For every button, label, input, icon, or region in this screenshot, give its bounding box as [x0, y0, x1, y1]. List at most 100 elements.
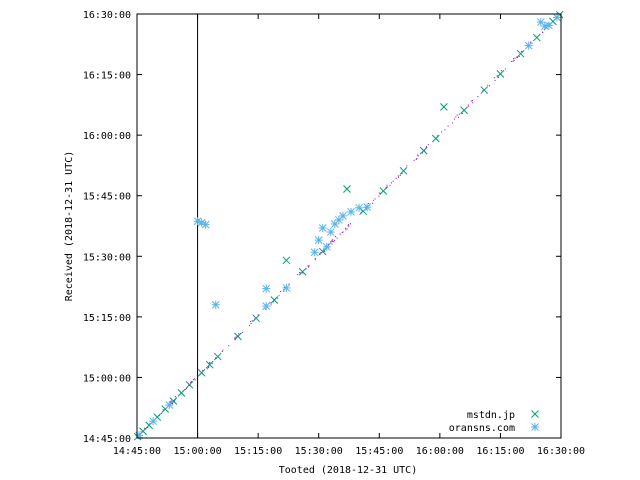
- oransns-point: [363, 203, 372, 212]
- legend-x-symbol: [531, 410, 539, 418]
- other-point: [334, 239, 336, 241]
- mstdn-point: [205, 360, 214, 369]
- other-point: [461, 112, 463, 114]
- other-point: [331, 239, 333, 241]
- other-point: [497, 77, 499, 79]
- legend-star-symbol: [531, 423, 539, 431]
- other-point: [209, 361, 211, 363]
- mstdn-point: [460, 106, 468, 115]
- other-point: [427, 144, 429, 146]
- other-point: [347, 225, 349, 227]
- x-tick-label: 15:15:00: [234, 446, 282, 457]
- other-point: [307, 265, 309, 267]
- x-tick-label: 15:30:00: [295, 446, 343, 457]
- other-point: [169, 401, 171, 403]
- mstdn-point: [399, 166, 408, 175]
- x-tick-label: 16:15:00: [476, 446, 524, 457]
- other-point: [280, 291, 282, 293]
- other-point: [250, 321, 252, 323]
- other-point: [330, 242, 332, 244]
- mstdn-point: [270, 296, 279, 304]
- other-point: [415, 158, 417, 160]
- oransns-point: [262, 302, 271, 311]
- other-point: [238, 333, 240, 335]
- other-point: [436, 135, 438, 137]
- other-point: [368, 202, 370, 204]
- other-point: [472, 100, 474, 102]
- y-tick-label: 16:30:00: [83, 10, 131, 21]
- other-point: [221, 351, 223, 353]
- other-point: [397, 175, 399, 177]
- other-point: [417, 155, 419, 157]
- y-axis: 14:45:00 15:00:00 15:15:00 15:30:00 15:45:00…: [83, 10, 561, 445]
- oransns-point: [524, 41, 533, 50]
- other-point: [283, 289, 285, 291]
- other-point: [297, 274, 299, 276]
- other-point: [273, 301, 275, 303]
- y-tick-label: 15:15:00: [83, 313, 131, 324]
- other-point: [288, 283, 290, 285]
- other-point: [406, 165, 408, 167]
- oransns-point: [314, 236, 323, 245]
- other-point: [392, 180, 394, 182]
- other-point: [318, 253, 320, 255]
- oransns-point: [552, 13, 561, 22]
- other-point: [190, 381, 192, 383]
- other-point: [514, 57, 516, 59]
- plot-frame: [136, 13, 562, 439]
- mstdn-point: [177, 389, 186, 397]
- other-point: [470, 100, 472, 102]
- other-point: [413, 159, 415, 161]
- other-point: [482, 90, 484, 92]
- mstdn-point: [379, 187, 388, 195]
- mstdn-point: [282, 256, 291, 265]
- other-point: [214, 357, 216, 359]
- other-point: [416, 158, 418, 160]
- legend-label-mstdn: mstdn.jp: [467, 410, 515, 421]
- other-point: [416, 154, 418, 156]
- other-point: [140, 431, 142, 433]
- oransns-point: [282, 283, 291, 292]
- oransns-point: [262, 284, 271, 293]
- oransns-point: [310, 248, 319, 257]
- other-point: [425, 146, 427, 148]
- other-point: [202, 369, 204, 371]
- mstdn-point: [343, 185, 351, 193]
- mstdn-point: [431, 134, 440, 143]
- x-tick-label: 14:45:00: [113, 446, 161, 457]
- other-point: [192, 379, 194, 381]
- other-point: [269, 302, 271, 304]
- other-point: [334, 236, 336, 238]
- oransns-point: [338, 211, 347, 220]
- other-point: [489, 85, 491, 87]
- oransns-series: [135, 13, 561, 440]
- other-point: [366, 208, 368, 210]
- other-point: [372, 202, 374, 204]
- other-point: [242, 331, 244, 333]
- oransns-point: [355, 203, 364, 212]
- other-point: [425, 146, 427, 148]
- other-point: [345, 229, 347, 231]
- other-point: [332, 240, 334, 242]
- x-tick-label: 16:00:00: [416, 446, 464, 457]
- other-point: [283, 290, 285, 292]
- x-tick-label: 15:45:00: [355, 446, 403, 457]
- other-point: [516, 56, 518, 58]
- other-point: [339, 233, 341, 235]
- oransns-point: [347, 207, 356, 216]
- other-point: [257, 314, 259, 316]
- other-point: [184, 388, 186, 390]
- other-point: [332, 239, 334, 241]
- other-point: [543, 29, 545, 31]
- other-point: [173, 400, 175, 402]
- other-point: [399, 174, 401, 176]
- other-point: [378, 195, 380, 197]
- other-point: [472, 102, 474, 104]
- other-point: [206, 368, 208, 370]
- other-point: [458, 113, 460, 115]
- other-point: [278, 295, 280, 297]
- other-point: [531, 42, 533, 44]
- y-tick-label: 16:00:00: [83, 131, 131, 142]
- other-point: [228, 345, 230, 347]
